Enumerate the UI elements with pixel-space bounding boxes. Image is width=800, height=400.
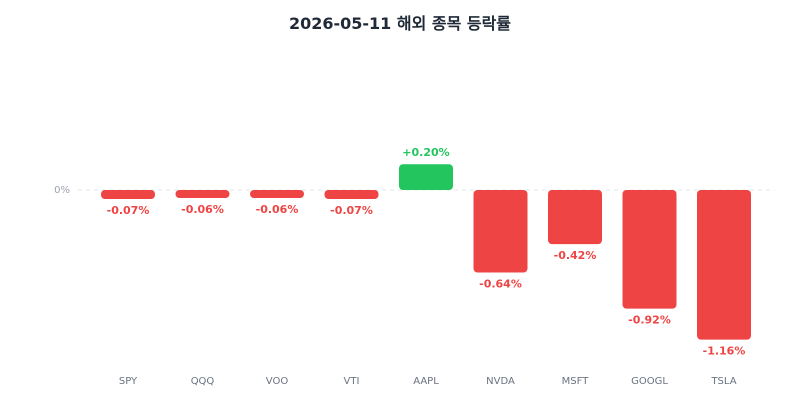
x-tick-label-googl: GOOGL [631,376,668,387]
bar-msft [548,190,602,245]
x-tick-label-tsla: TSLA [710,376,736,387]
value-label-nvda: -0.64% [479,278,522,291]
bar-voo [250,190,304,198]
x-tick-label-spy: SPY [119,376,138,387]
bar-aapl [399,164,453,190]
bar-vti [324,190,379,200]
bar-nvda [473,190,528,273]
bar-qqq [175,190,230,198]
value-label-aapl: +0.20% [402,146,449,159]
x-tick-label-nvda: NVDA [486,376,515,387]
x-tick-label-msft: MSFT [562,376,590,387]
bar-tsla [697,190,751,340]
value-label-googl: -0.92% [628,314,671,327]
zero-axis-label: 0% [54,185,70,196]
value-label-voo: -0.06% [256,203,299,216]
value-label-msft: -0.42% [554,249,597,262]
x-tick-label-qqq: QQQ [191,376,215,387]
bars-group: -0.07% SPY -0.06% QQQ -0.06% VOO -0.07% VTI +0.2… [101,146,751,387]
x-tick-label-aapl: AAPL [413,376,439,387]
bar-googl [622,190,677,309]
bar-spy [101,190,155,200]
value-label-spy: -0.07% [107,204,150,217]
x-tick-label-voo: VOO [266,376,289,387]
value-label-tsla: -1.16% [703,345,746,358]
value-label-qqq: -0.06% [181,203,224,216]
chart-title: 2026-05-11 해외 종목 등락률 [288,14,512,33]
value-label-vti: -0.07% [330,204,373,217]
x-tick-label-vti: VTI [344,376,360,387]
